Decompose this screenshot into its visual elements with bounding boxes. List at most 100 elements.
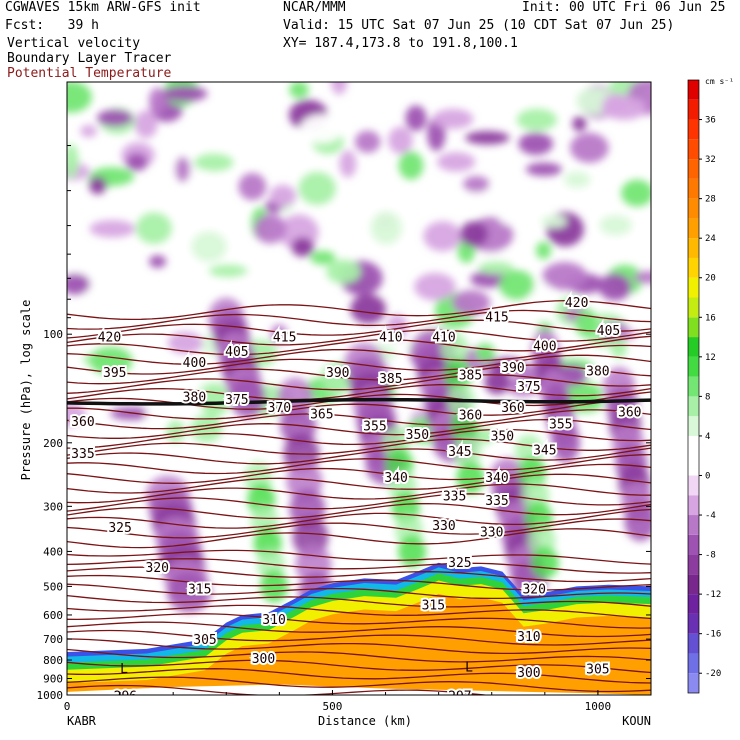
theta-label-text: 300 xyxy=(517,666,540,681)
colorbar-swatch xyxy=(688,99,699,120)
theta-label-text: 330 xyxy=(432,519,455,534)
y-tick-label: 200 xyxy=(43,437,63,450)
theta-label: 395 xyxy=(101,364,128,383)
theta-label: 410 xyxy=(430,328,457,347)
theta-label: 415 xyxy=(271,328,298,347)
theta-label-text: 340 xyxy=(384,471,407,486)
theta-label: 315 xyxy=(420,597,447,616)
colorbar-swatch xyxy=(688,277,699,298)
colorbar-swatch xyxy=(688,119,699,140)
w-blob xyxy=(339,150,357,178)
theta-contour xyxy=(67,463,651,484)
w-blob xyxy=(162,85,208,102)
theta-label-text: 300 xyxy=(252,652,275,667)
theta-label: 420 xyxy=(563,294,590,313)
colorbar-swatch xyxy=(688,80,699,100)
theta-label: 335 xyxy=(69,445,96,464)
theta-contour xyxy=(67,659,651,674)
y-tick-label: 1000 xyxy=(37,689,64,702)
colorbar-tick-label: -4 xyxy=(705,511,716,521)
theta-label-text: 385 xyxy=(459,368,482,383)
w-blob xyxy=(598,273,632,301)
theta-label-text: 325 xyxy=(448,556,471,571)
w-blob xyxy=(88,176,107,195)
w-blob xyxy=(633,271,651,284)
colorbar-tick-label: -8 xyxy=(705,551,716,561)
colorbar-swatch xyxy=(688,673,699,693)
theta-label-text: 390 xyxy=(326,366,349,381)
downdraft-blob xyxy=(552,422,581,463)
theta-contour xyxy=(67,684,491,695)
theta-label-text: 365 xyxy=(310,408,333,423)
w-blob xyxy=(437,152,476,172)
colorbar-swatch xyxy=(688,337,699,357)
theta-contour xyxy=(67,399,651,420)
updraft-blob xyxy=(440,333,469,366)
theta-label-text: 335 xyxy=(71,447,94,462)
theta-label: 330 xyxy=(478,524,505,543)
theta-label-text: 400 xyxy=(533,339,556,354)
x-axis-label: Distance (km) xyxy=(318,714,412,728)
w-blob xyxy=(451,290,491,316)
theta-contour xyxy=(67,508,651,529)
colorbar-swatch xyxy=(688,574,699,595)
colorbar-swatch xyxy=(688,317,699,338)
theta-label-text: 325 xyxy=(108,521,131,536)
theta-contour xyxy=(67,518,651,539)
init-time: Init: 00 UTC Fri 06 Jun 25 xyxy=(522,0,726,15)
theta-label-text: 395 xyxy=(103,366,126,381)
org-label: NCAR/MMM xyxy=(283,0,346,15)
w-blob xyxy=(388,126,413,154)
w-blob xyxy=(270,324,288,344)
w-blob xyxy=(570,132,609,163)
theta-label: 297 xyxy=(446,688,473,695)
w-blob xyxy=(518,132,554,155)
valid-time: Valid: 15 UTC Sat 07 Jun 25 (10 CDT Sat … xyxy=(283,18,675,33)
theta-contour xyxy=(67,374,651,394)
colorbar-swatch xyxy=(688,534,699,555)
colorbar-tick-label: -20 xyxy=(705,669,721,679)
colorbar-swatch xyxy=(688,297,699,318)
colorbar-tick-label: 12 xyxy=(705,353,716,363)
x-tick-label: 1000 xyxy=(585,700,612,713)
theta-label-text: 380 xyxy=(586,365,609,380)
x-tick-label: 0 xyxy=(64,700,71,713)
colorbar-tick-label: 28 xyxy=(705,195,716,205)
w-blob xyxy=(478,261,515,275)
theta-label: 405 xyxy=(595,322,622,341)
w-blob xyxy=(193,153,234,172)
theta-contour xyxy=(67,453,651,475)
theta-contour xyxy=(67,558,651,574)
theta-label-text: 320 xyxy=(146,561,169,576)
colorbar-tick-label: -16 xyxy=(705,630,721,640)
theta-label: 360 xyxy=(69,413,96,432)
theta-label: 400 xyxy=(181,354,208,373)
w-blob xyxy=(370,211,403,245)
updraft-blob xyxy=(450,410,479,443)
theta-label-text: 420 xyxy=(565,296,588,311)
colorbar-swatch xyxy=(688,218,699,239)
colorbar-swatch xyxy=(688,198,699,219)
y-tick-label: 600 xyxy=(43,609,63,622)
theta-label-text: 335 xyxy=(443,490,466,505)
theta-label: 375 xyxy=(223,391,250,410)
w-blob xyxy=(475,343,496,363)
colorbar-swatch xyxy=(688,376,699,397)
colorbar-swatch xyxy=(688,515,699,535)
colorbar-tick-label: 36 xyxy=(705,116,716,126)
theta-label-text: 385 xyxy=(379,372,402,387)
theta-label: 340 xyxy=(382,469,409,488)
y-tick-label: 900 xyxy=(43,672,63,685)
theta-contour xyxy=(67,409,651,430)
y-tick-label: 800 xyxy=(43,654,63,667)
w-blob xyxy=(122,293,146,316)
theta-label: 370 xyxy=(266,399,293,418)
w-blob xyxy=(208,264,249,277)
theta-label: 360 xyxy=(616,404,643,423)
theta-contour xyxy=(67,438,651,456)
theta-contour xyxy=(67,483,651,504)
colorbar-swatch xyxy=(688,435,699,456)
theta-label-text: 305 xyxy=(193,633,216,648)
theta-label: 350 xyxy=(489,427,516,446)
